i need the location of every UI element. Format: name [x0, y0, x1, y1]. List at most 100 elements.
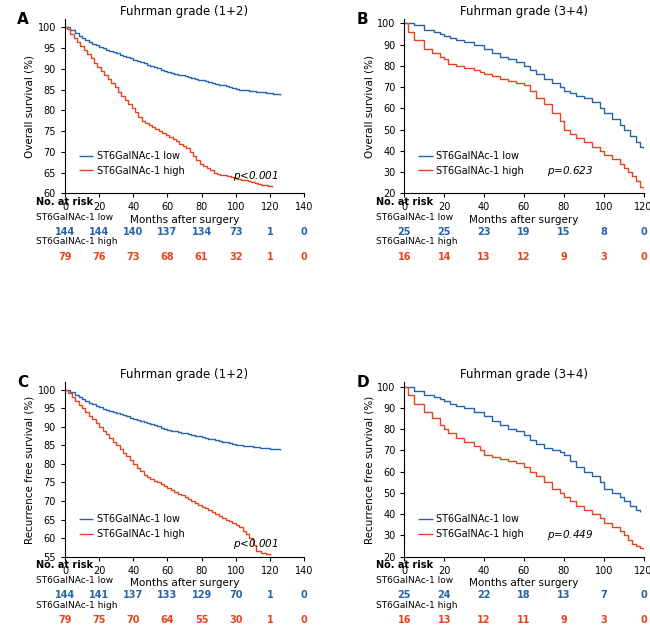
ST6GalNAc-1 high: [608, 519, 616, 526]
ST6GalNAc-1 high: [640, 547, 647, 554]
ST6GalNAc-1 low: [400, 20, 408, 27]
Text: 12: 12: [517, 252, 531, 262]
Text: 61: 61: [195, 252, 209, 262]
Text: 16: 16: [398, 615, 411, 625]
ST6GalNAc-1 low: [496, 53, 504, 61]
Text: 0: 0: [301, 590, 307, 600]
Text: 70: 70: [127, 615, 140, 625]
Text: 0: 0: [640, 252, 647, 262]
Text: 79: 79: [58, 252, 72, 262]
X-axis label: Months after surgery: Months after surgery: [130, 578, 239, 588]
Text: 8: 8: [600, 227, 607, 237]
Text: No. at risk: No. at risk: [376, 560, 433, 570]
Text: 25: 25: [437, 227, 451, 237]
Text: 0: 0: [640, 590, 647, 600]
Text: 16: 16: [398, 252, 411, 262]
Text: 55: 55: [195, 615, 209, 625]
Text: 25: 25: [398, 227, 411, 237]
Title: Fuhrman grade (3+4): Fuhrman grade (3+4): [460, 5, 588, 18]
Text: 24: 24: [437, 590, 451, 600]
ST6GalNAc-1 low: [470, 41, 478, 48]
Text: 13: 13: [437, 615, 451, 625]
ST6GalNAc-1 low: [187, 74, 195, 81]
Text: 1: 1: [266, 252, 273, 262]
Text: 79: 79: [58, 615, 72, 625]
X-axis label: Months after surgery: Months after surgery: [130, 215, 239, 225]
Text: 134: 134: [192, 227, 212, 237]
Text: 0: 0: [640, 615, 647, 625]
Line: ST6GalNAc-1 high: ST6GalNAc-1 high: [65, 27, 272, 187]
Line: ST6GalNAc-1 low: ST6GalNAc-1 low: [65, 390, 280, 450]
ST6GalNAc-1 high: [73, 34, 81, 41]
Text: 1: 1: [266, 590, 273, 600]
ST6GalNAc-1 high: [623, 168, 631, 176]
ST6GalNAc-1 high: [616, 155, 623, 163]
ST6GalNAc-1 high: [225, 515, 233, 523]
ST6GalNAc-1 high: [616, 523, 623, 531]
Y-axis label: Overall survival (%): Overall survival (%): [364, 55, 374, 158]
Text: 1: 1: [266, 615, 273, 625]
ST6GalNAc-1 high: [151, 123, 159, 131]
Text: ST6GalNAc-1 high: ST6GalNAc-1 high: [376, 237, 457, 247]
Text: B: B: [357, 12, 369, 27]
Title: Fuhrman grade (1+2): Fuhrman grade (1+2): [120, 5, 248, 18]
Text: 140: 140: [123, 227, 144, 237]
Text: 18: 18: [517, 590, 531, 600]
ST6GalNAc-1 high: [126, 453, 134, 460]
Text: $p$<0.001: $p$<0.001: [233, 537, 278, 551]
Text: No. at risk: No. at risk: [36, 197, 94, 207]
ST6GalNAc-1 high: [83, 51, 91, 58]
Text: ST6GalNAc-1 low: ST6GalNAc-1 low: [376, 213, 453, 222]
ST6GalNAc-1 high: [61, 386, 69, 394]
Legend: ST6GalNAc-1 low, ST6GalNAc-1 high: ST6GalNAc-1 low, ST6GalNAc-1 high: [75, 147, 188, 179]
Line: ST6GalNAc-1 low: ST6GalNAc-1 low: [404, 387, 640, 512]
Text: 30: 30: [229, 615, 242, 625]
Text: 13: 13: [557, 590, 571, 600]
Text: D: D: [357, 375, 369, 391]
ST6GalNAc-1 low: [72, 391, 79, 399]
Text: $p$=0.449: $p$=0.449: [547, 527, 593, 541]
ST6GalNAc-1 low: [198, 434, 205, 441]
ST6GalNAc-1 high: [596, 147, 604, 155]
ST6GalNAc-1 high: [600, 519, 608, 526]
ST6GalNAc-1 low: [436, 393, 444, 401]
Text: 129: 129: [192, 590, 212, 600]
ST6GalNAc-1 low: [636, 508, 643, 516]
ST6GalNAc-1 high: [80, 46, 88, 54]
ST6GalNAc-1 low: [191, 74, 199, 82]
ST6GalNAc-1 low: [632, 138, 640, 146]
ST6GalNAc-1 low: [72, 29, 79, 37]
ST6GalNAc-1 high: [640, 188, 647, 195]
ST6GalNAc-1 low: [556, 83, 564, 91]
ST6GalNAc-1 low: [198, 77, 205, 84]
ST6GalNAc-1 low: [263, 444, 270, 452]
ST6GalNAc-1 high: [181, 491, 188, 499]
X-axis label: Months after surgery: Months after surgery: [469, 578, 578, 588]
ST6GalNAc-1 high: [235, 521, 243, 529]
ST6GalNAc-1 high: [268, 183, 276, 191]
Text: 133: 133: [157, 590, 177, 600]
ST6GalNAc-1 low: [526, 66, 534, 74]
X-axis label: Months after surgery: Months after surgery: [469, 215, 578, 225]
Title: Fuhrman grade (1+2): Fuhrman grade (1+2): [120, 368, 248, 381]
ST6GalNAc-1 low: [488, 413, 496, 420]
Legend: ST6GalNAc-1 low, ST6GalNAc-1 high: ST6GalNAc-1 low, ST6GalNAc-1 high: [414, 510, 528, 543]
ST6GalNAc-1 high: [230, 173, 238, 181]
ST6GalNAc-1 low: [640, 145, 647, 152]
ST6GalNAc-1 high: [61, 23, 69, 31]
Text: 25: 25: [398, 590, 411, 600]
Text: 137: 137: [123, 590, 144, 600]
Text: ST6GalNAc-1 high: ST6GalNAc-1 high: [36, 600, 118, 610]
Text: 0: 0: [301, 615, 307, 625]
Legend: ST6GalNAc-1 low, ST6GalNAc-1 high: ST6GalNAc-1 low, ST6GalNAc-1 high: [75, 510, 188, 543]
Text: No. at risk: No. at risk: [376, 197, 433, 207]
ST6GalNAc-1 low: [263, 89, 270, 96]
ST6GalNAc-1 high: [102, 430, 110, 438]
Text: ST6GalNAc-1 low: ST6GalNAc-1 low: [36, 213, 114, 222]
ST6GalNAc-1 low: [276, 91, 284, 98]
ST6GalNAc-1 low: [61, 386, 69, 394]
Text: A: A: [17, 12, 29, 27]
ST6GalNAc-1 low: [191, 431, 199, 439]
Text: ST6GalNAc-1 low: ST6GalNAc-1 low: [376, 576, 453, 585]
ST6GalNAc-1 low: [480, 413, 488, 420]
